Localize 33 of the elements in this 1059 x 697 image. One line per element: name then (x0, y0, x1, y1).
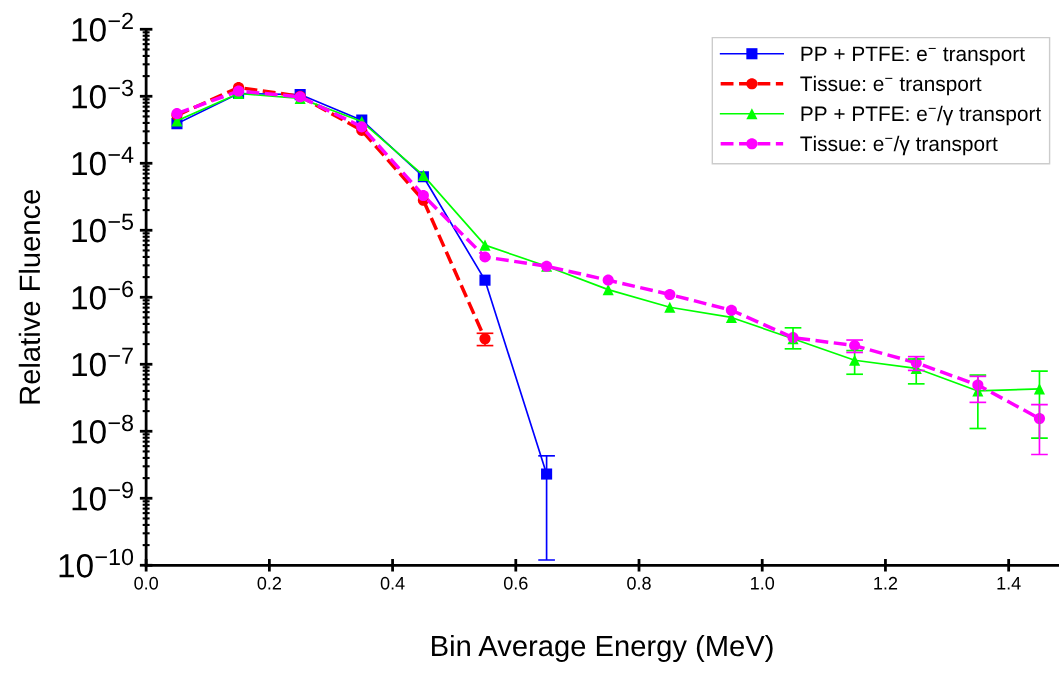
legend-label: PP + PTFE: e$^{−}$ transport (801, 46, 1025, 66)
point (541, 468, 553, 480)
point (664, 301, 676, 313)
x-tick-label: 1.2 (874, 576, 898, 590)
x-tick-label: 0.4 (380, 576, 405, 590)
y-tick-label: 10$^{−3}$ (72, 79, 133, 109)
point (479, 239, 491, 251)
y-axis-title: Relative Fluence (18, 189, 41, 404)
legend-label: Tissue: e$^{−}$/γ transport (800, 135, 998, 156)
x-tick-label: 0.8 (627, 576, 651, 590)
point (479, 251, 491, 263)
point (725, 304, 737, 316)
x-tick-label: 0.0 (134, 576, 158, 590)
point (479, 274, 491, 286)
y-tick-label: 10$^{−9}$ (72, 481, 133, 511)
y-tick-label: 10$^{−5}$ (72, 213, 134, 243)
y-tick-label: 10$^{−4}$ (72, 146, 134, 176)
y-tick-label: 10$^{−2}$ (72, 12, 133, 42)
x-tick-label: 1.0 (751, 576, 775, 590)
point (602, 274, 614, 286)
legend-label: Tissue: e$^{−}$ transport (800, 75, 982, 96)
x-tick-label: 0.2 (257, 576, 281, 590)
point (417, 189, 429, 202)
point (664, 288, 676, 301)
y-tick-label: 10$^{−8}$ (72, 414, 133, 444)
x-tick-label: 1.4 (997, 577, 1021, 590)
y-tick-label: 10$^{−6}$ (72, 280, 133, 310)
y-tick-label: 10$^{−10}$ (59, 548, 134, 578)
y-tick-label: 10$^{−7}$ (72, 347, 133, 377)
point (602, 284, 614, 296)
x-axis-title: Bin Average Energy (MeV) (432, 634, 773, 663)
legend-label: PP + PTFE: e$^{−}$/γ transport (801, 105, 1042, 126)
x-tick-label: 0.6 (503, 576, 528, 590)
